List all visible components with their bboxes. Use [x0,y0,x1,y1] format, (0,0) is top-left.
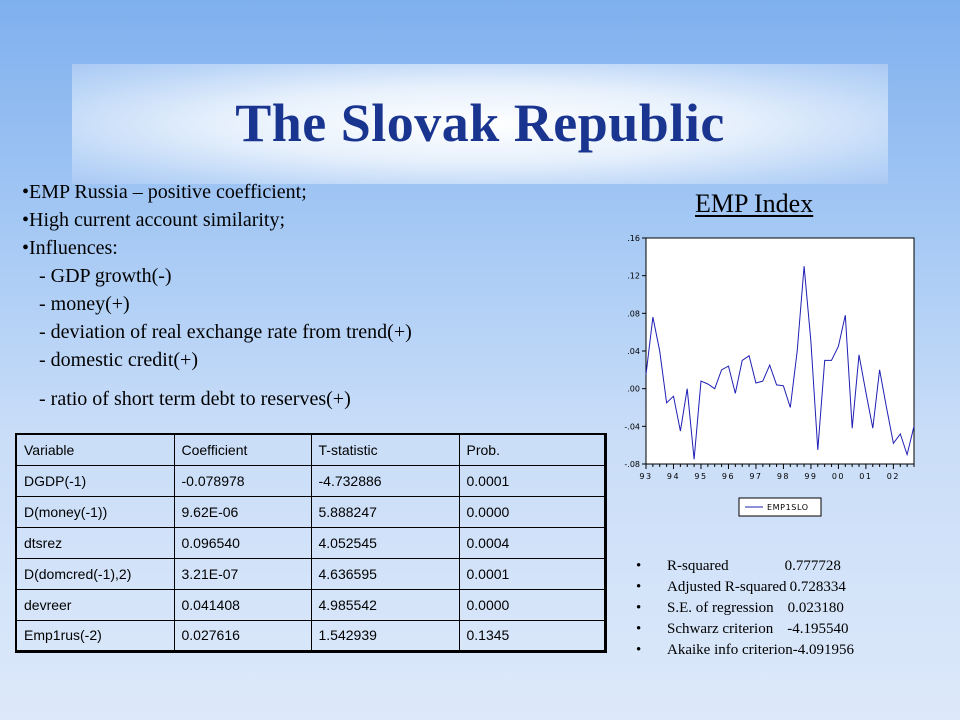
table-row: devreer 0.041408 4.985542 0.0000 [15,588,606,621]
stat-value: -4.091956 [792,642,855,658]
slide-title: The Slovak Republic [235,93,725,153]
table-cell: -4.732886 [310,464,460,497]
table-row: D(money(-1)) 9.62E-06 5.888247 0.0000 [15,495,606,528]
table-cell: 0.1345 [458,619,606,652]
x-tick-label: 00 [832,472,845,481]
table-cell: 5.888247 [310,495,460,528]
x-tick-label: 98 [777,472,790,481]
legend-label: EMP1SLO [767,503,809,512]
table-row: DGDP(-1) -0.078978 -4.732886 0.0001 [15,464,606,497]
y-tick-label: .16 [627,234,640,243]
bullet-list: •EMP Russia – positive coefficient; •Hig… [22,178,542,413]
stat-value: 0.023180 [787,600,844,616]
stat-value: -4.195540 [787,621,849,637]
plot-area [645,237,915,465]
y-tick-label: .04 [627,347,640,356]
table-cell: devreer [15,588,175,621]
table-cell: dtsrez [15,526,175,559]
y-tick-label: .00 [627,385,640,394]
table-cell: 1.542939 [310,619,460,652]
sub-item: - GDP growth(-) [39,265,172,287]
stat-label: Schwarz criterion [667,621,774,637]
table-cell: 4.636595 [310,557,460,590]
table-row: dtsrez 0.096540 4.052545 0.0004 [15,526,606,559]
header-cell: T-statistic [310,433,460,466]
table-cell: D(domcred(-1),2) [15,557,175,590]
sub-item: - ratio of short term debt to reserves(+… [39,388,351,410]
table-cell: 0.0001 [458,557,606,590]
sub-item: - deviation of real exchange rate from t… [39,321,412,343]
table-cell: DGDP(-1) [15,464,175,497]
sub-item: - money(+) [39,293,130,315]
table-row: Emp1rus(-2) 0.027616 1.542939 0.1345 [15,619,606,652]
regression-stats: • R-squared 0.777728 • Adjusted R-square… [636,556,854,661]
table-cell: 9.62E-06 [173,495,312,528]
table-cell: D(money(-1)) [15,495,175,528]
table-cell: 0.0004 [458,526,606,559]
bullet-icon: • [636,600,642,616]
bullet-item: •Influences: [22,237,118,259]
y-tick-label: .12 [627,272,640,281]
table-cell: Emp1rus(-2) [15,619,175,652]
y-tick-label: -.08 [624,460,640,469]
table-cell: 0.0000 [458,588,606,621]
y-tick-label: -.04 [624,422,640,431]
x-tick-label: 99 [804,472,817,481]
stat-value: 0.777728 [784,558,841,574]
table-cell: 4.052545 [310,526,460,559]
stat-value: 0.728334 [789,579,846,595]
table-cell: -0.078978 [173,464,312,497]
stat-label: S.E. of regression [667,600,774,616]
table-cell: 4.985542 [310,588,460,621]
stat-item: • R-squared 0.777728 [636,556,854,577]
table-cell: 3.21E-07 [173,557,312,590]
bullet-icon: • [636,621,642,637]
stat-item: • Adjusted R-squared 0.728334 [636,577,854,598]
stat-item: • S.E. of regression 0.023180 [636,598,854,619]
x-tick-label: 96 [722,472,735,481]
bullet-item: •High current account similarity; [22,209,286,231]
sub-item: - domestic credit(+) [39,349,198,371]
table-cell: 0.027616 [173,619,312,652]
stat-item: • Schwarz criterion -4.195540 [636,619,854,640]
table-cell: 0.0001 [458,464,606,497]
x-tick-label: 01 [859,472,872,481]
bullet-icon: • [636,642,642,658]
emp-index-chart: .16 .12 .08 .04 .00 -.04 -.08 93 94 95 96 97 98 99 00 0… [624,234,915,517]
x-tick-label: 97 [749,472,762,481]
x-tick-label: 02 [887,472,900,481]
stat-label: Adjusted R-squared [667,579,787,595]
table-row: D(domcred(-1),2) 3.21E-07 4.636595 0.000… [15,557,606,590]
table-header-row: Variable Coefficient T-statistic Prob. [15,433,606,466]
table-cell: 0.041408 [173,588,312,621]
stat-label: Akaike info criterion [667,642,793,658]
legend-box [738,497,822,517]
x-tick-label: 93 [639,472,652,481]
series-line [645,266,915,460]
x-tick-label: 95 [694,472,707,481]
title-band [72,64,888,184]
header-cell: Variable [15,433,175,466]
y-tick-label: .08 [627,309,640,318]
table-cell: 0.096540 [173,526,312,559]
bullet-icon: • [636,558,642,574]
stat-item: • Akaike info criterion -4.091956 [636,640,854,661]
header-cell: Prob. [458,433,606,466]
table-cell: 0.0000 [458,495,606,528]
regression-table: Variable Coefficient T-statistic Prob. D… [15,433,607,653]
x-tick-label: 94 [667,472,680,481]
stat-label: R-squared [667,558,729,574]
bullet-icon: • [636,579,642,595]
bullet-item: •EMP Russia – positive coefficient; [22,181,307,203]
header-cell: Coefficient [173,433,312,466]
chart-title: EMP Index [695,189,814,218]
